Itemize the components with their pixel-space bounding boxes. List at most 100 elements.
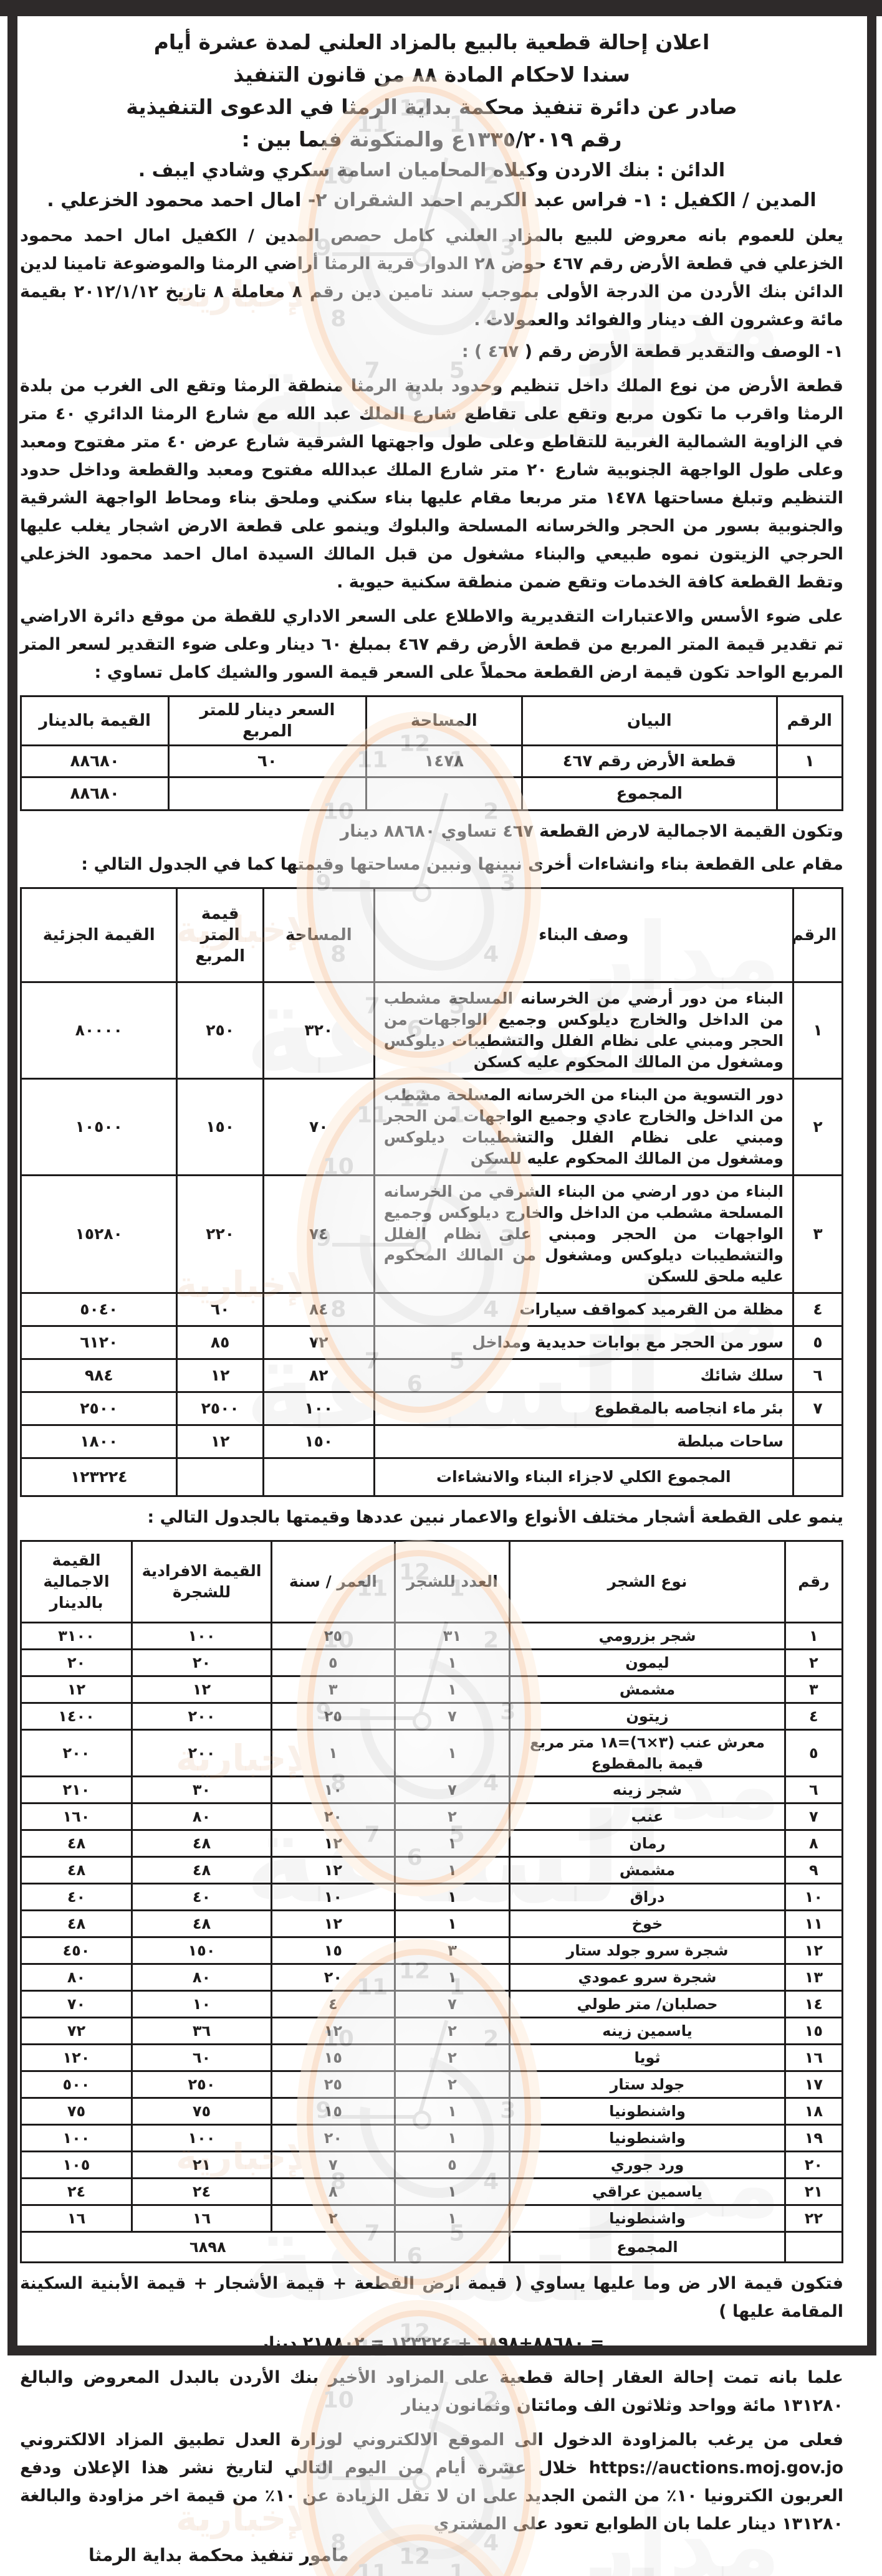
table-row: ٦ سلك شائك ٨٢ ١٢ ٩٨٤ — [19, 1358, 844, 1393]
buildings-valuation-table: الرقم وصف البناء المساحة قيمة المتر المر… — [19, 887, 844, 1497]
table-row: ١٨ واشنطونيا ١ ١٥ ٧٥ ٧٥ — [20, 2097, 844, 2126]
table-row: ١٩ واشنطونيا ١ ٢٠ ١٠٠ ١٠٠ — [20, 2124, 844, 2152]
table-cell: ١٧ — [784, 2070, 844, 2099]
table-cell: ٤٠ — [20, 1883, 133, 1911]
total-row: المجموع الكلي لاجزاء البناء والانشاءات ١… — [19, 1457, 844, 1497]
table-cell: ١٢ — [20, 1675, 133, 1704]
column-header: العدد للشجر — [393, 1540, 511, 1623]
table-cell: ٢٢ — [784, 2204, 844, 2233]
table-cell: ٧ — [393, 1775, 511, 1804]
table-cell: ٢ — [393, 2070, 511, 2099]
table-cell: ٨٠ — [20, 1963, 133, 1992]
table-cell: سور من الحجر مع بوابات حديدية ومداخل — [373, 1325, 794, 1360]
table-cell: شجرة سرو جولد ستار — [509, 1936, 786, 1965]
table-cell: ٤٨ — [130, 1909, 273, 1938]
table-cell: ٣٠ — [130, 1775, 273, 1804]
table-cell: سلك شائك — [373, 1358, 794, 1393]
table-cell: ٨ — [784, 1829, 844, 1858]
table-cell: ٧ — [792, 1391, 844, 1426]
table-header-row: رقم نوع الشجر العدد للشجر العمر / سنة ال… — [20, 1540, 844, 1623]
table-cell: مشمش — [509, 1675, 786, 1704]
table-cell: ١٢ — [271, 1909, 396, 1938]
total-value-cell: ٦٨٩٨ — [20, 2231, 396, 2263]
table-header: رقم نوع الشجر العدد للشجر العمر / سنة ال… — [20, 1540, 844, 1623]
table-cell: ١٥٠ — [130, 1936, 273, 1965]
table-cell: ١٥ — [784, 2017, 844, 2045]
empty-cell — [775, 776, 844, 811]
table-row: ٣ مشمش ١ ٣ ١٢ ١٢ — [20, 1675, 844, 1704]
table-cell: ٤٨ — [130, 1829, 273, 1858]
land-total-line: وتكون القيمة الاجمالية لارض القطعة ٤٦٧ ت… — [340, 822, 843, 841]
table-cell: ١ — [792, 981, 844, 1080]
table-cell: ٤٥٠ — [20, 1936, 133, 1965]
table-cell: ١٠٥ — [20, 2151, 133, 2179]
table-cell: ١٥ — [271, 2043, 396, 2072]
table-cell: ١ — [393, 2204, 511, 2233]
table-cell: ١٠٠ — [130, 2124, 273, 2152]
table-cell: ٥ — [393, 2151, 511, 2179]
table-cell: ٩٨٤ — [19, 1358, 178, 1393]
table-cell: البناء من دور ارضي من البناء الشرقي من ا… — [373, 1174, 794, 1294]
table-cell: ١ — [393, 1856, 511, 1884]
table-cell: ١ — [393, 1648, 511, 1677]
table-cell: ٥ — [784, 1729, 844, 1777]
column-header: نوع الشجر — [509, 1540, 786, 1623]
table-cell: ٦١٢٠ — [19, 1325, 178, 1360]
table-cell: ١٥٠ — [262, 1424, 375, 1459]
table-cell: ٢٠ — [271, 2124, 396, 2152]
table-cell: ٢٥ — [271, 2070, 396, 2099]
table-cell: ١٠٠ — [130, 1622, 273, 1650]
notice-legal-basis: سندا لاحكام المادة ٨٨ من قانون التنفيذ — [233, 62, 630, 87]
total-label-cell: المجموع — [520, 776, 778, 811]
table-cell: ٥٠٤٠ — [19, 1292, 178, 1327]
table-cell: ٨٢ — [262, 1358, 375, 1393]
table-row: ١٧ جولد ستار ٢ ٢٥ ٢٥٠ ٥٠٠ — [20, 2070, 844, 2099]
empty-cell — [393, 2231, 511, 2263]
table-cell: ١٩ — [784, 2124, 844, 2152]
table-cell: ١٢٠ — [20, 2043, 133, 2072]
table-cell: ٣٦ — [130, 2017, 273, 2045]
table-row: ١٣ شجرة سرو عمودي ١ ٢٠ ٨٠ ٨٠ — [20, 1963, 844, 1992]
table-cell: ٨٠ — [130, 1802, 273, 1831]
table-cell: ١٢ — [271, 1856, 396, 1884]
table-cell: ١٢ — [784, 1936, 844, 1965]
table-cell: بئر ماء انجاصه بالمقطوع — [373, 1391, 794, 1426]
table-cell: ٢٥٠ — [176, 981, 264, 1080]
total-label-cell: المجموع — [509, 2231, 786, 2263]
table-cell: مشمش — [509, 1856, 786, 1884]
table-cell: ١ — [393, 1675, 511, 1704]
table-cell: ٢٠ — [271, 1802, 396, 1831]
table-cell: ٢٥ — [271, 1702, 396, 1731]
column-header: وصف البناء — [373, 887, 794, 983]
table-cell: ١ — [393, 1729, 511, 1777]
table-cell: ٢٠ — [130, 1648, 273, 1677]
table-cell: قطعة الأرض رقم ٤٦٧ — [520, 744, 778, 778]
table-cell: البناء من دور أرضي من الخرسانه المسلحة م… — [373, 981, 794, 1080]
table-cell: ١٥ — [271, 2097, 396, 2126]
table-cell: ١٦ — [20, 2204, 133, 2233]
table-cell: ١٨ — [784, 2097, 844, 2126]
table-cell: ١ — [393, 2177, 511, 2206]
column-header: القيمة الافرادية للشجرة — [130, 1540, 273, 1623]
frame-left-border — [7, 16, 17, 2352]
table-cell: ١٣ — [784, 1963, 844, 1992]
table-cell: ٨٠ — [130, 1963, 273, 1992]
table-body: ١ البناء من دور أرضي من الخرسانه المسلحة … — [19, 981, 844, 1459]
land-valuation-table: الرقم البيان المساحة السعر دينار للمتر ا… — [19, 695, 844, 811]
table-cell: ٤ — [271, 1990, 396, 2018]
table-cell: ٧٢ — [262, 1325, 375, 1360]
table-cell: واشنطونيا — [509, 2124, 786, 2152]
empty-cell — [784, 2231, 844, 2263]
table-cell: ٨ — [271, 2177, 396, 2206]
table-body: ١ شجر بزرومي ٣١ ٢٥ ١٠٠ ٣١٠٠ ٢ ليمون ١ ٥ ٢٠ ٢٠ ٣ مشمش ١… — [20, 1622, 844, 2233]
table-cell: ٢٠٠ — [20, 1729, 133, 1777]
table-cell: ١٠ — [271, 1775, 396, 1804]
total-row: المجموع ٨٨٦٨٠ — [19, 776, 844, 811]
table-row: ١٦ ثويا ٢ ١٥ ٦٠ ١٢٠ — [20, 2043, 844, 2072]
table-cell: ١٢ — [271, 2017, 396, 2045]
table-cell: ١٠٠ — [262, 1391, 375, 1426]
total-value-cell: ٨٨٦٨٠ — [19, 776, 170, 811]
table-row: ٢٠ ورد جوري ٥ ٧ ٢١ ١٠٥ — [20, 2151, 844, 2179]
table-cell: ٤٨ — [20, 1909, 133, 1938]
